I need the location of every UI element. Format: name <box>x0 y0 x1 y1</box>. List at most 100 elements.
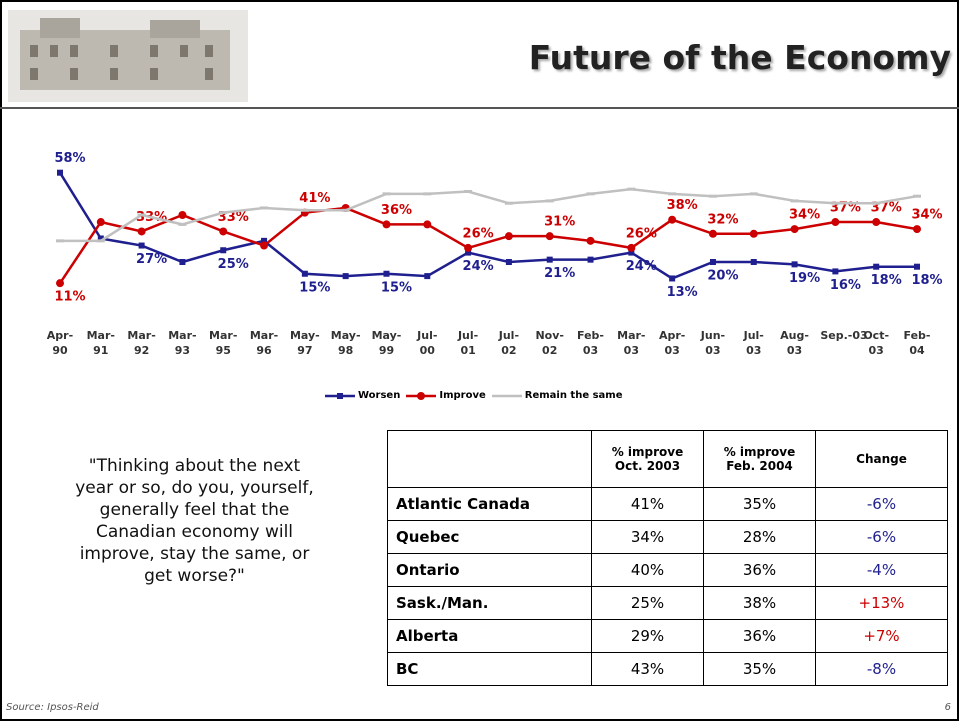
marker <box>668 215 677 224</box>
data-label: 11% <box>54 290 85 305</box>
table-row: Alberta 29% 36% +7% <box>387 619 948 653</box>
marker <box>750 259 757 265</box>
marker <box>505 259 512 265</box>
data-label: 15% <box>299 280 330 295</box>
x-tick-label: Jul-00 <box>417 329 438 357</box>
legend-label: Remain the same <box>524 390 623 401</box>
legend: Worsen Improve Remain the same <box>325 390 623 401</box>
table-cell: -6% <box>815 520 948 554</box>
legend-marker <box>337 392 343 399</box>
table-cell: +13% <box>815 586 948 620</box>
marker <box>913 225 921 234</box>
marker <box>831 201 840 205</box>
marker <box>872 201 881 205</box>
table-cell: 36% <box>703 619 816 653</box>
marker <box>873 263 880 270</box>
page-number: 6 <box>944 702 951 713</box>
marker <box>97 235 104 242</box>
marker <box>790 199 799 203</box>
table-cell: 43% <box>591 652 704 686</box>
table-cell: 35% <box>703 652 816 686</box>
data-label: 34% <box>789 208 820 223</box>
marker <box>301 270 308 277</box>
marker <box>56 239 64 243</box>
header-cell: % improve Feb. 2004 <box>703 430 816 488</box>
table-cell: -4% <box>815 553 948 587</box>
table-cell: Alberta <box>387 619 592 653</box>
line <box>60 187 918 243</box>
table-cell: 41% <box>591 487 704 521</box>
marker <box>913 194 921 198</box>
table-cell: 36% <box>703 553 816 587</box>
table-cell: 29% <box>591 619 704 653</box>
marker <box>504 232 513 241</box>
x-tick-label: Oct-03 <box>863 329 890 357</box>
data-label: 18% <box>871 273 902 288</box>
x-tick-label: Feb-03 <box>577 329 604 357</box>
data-label: 31% <box>544 215 575 230</box>
header-cell <box>387 430 592 488</box>
table-cell: -6% <box>815 487 948 521</box>
title: Future of the Economy <box>528 38 951 77</box>
x-tick-label: Jul-02 <box>498 329 520 357</box>
legend-item: Improve <box>406 390 486 401</box>
table-row: Quebec 34% 28% -6% <box>387 520 948 554</box>
x-tick-label: Feb-04 <box>903 329 931 357</box>
legend-swatch <box>491 394 522 397</box>
legend-item: Remain the same <box>491 390 623 401</box>
marker <box>179 259 186 265</box>
marker <box>178 222 187 226</box>
marker <box>749 229 758 238</box>
data-label: 26% <box>626 226 657 241</box>
table-header: % improve Oct. 2003% improve Feb. 2004 Ch… <box>387 430 948 488</box>
table-cell: 38% <box>703 586 816 620</box>
marker <box>465 249 472 256</box>
marker <box>219 211 228 215</box>
x-tick-label: Mar-03 <box>617 329 646 357</box>
marker <box>423 192 432 196</box>
marker <box>790 225 799 234</box>
marker <box>137 213 146 217</box>
legend-label: Worsen <box>358 390 401 401</box>
marker <box>300 208 309 212</box>
data-label: 36% <box>381 203 412 218</box>
table-cell: 25% <box>591 586 704 620</box>
marker <box>545 199 554 203</box>
marker <box>138 242 145 249</box>
data-label: 26% <box>463 226 494 241</box>
data-label: 16% <box>830 278 861 293</box>
marker <box>791 261 798 268</box>
data-label: 25% <box>218 257 249 272</box>
building-image <box>8 10 248 102</box>
marker <box>504 201 513 205</box>
x-tick-label: Jul-01 <box>457 329 479 357</box>
table-cell: 40% <box>591 553 704 587</box>
marker <box>832 268 839 275</box>
marker <box>587 256 594 263</box>
marker <box>464 243 473 252</box>
x-tick-label: Apr-03 <box>658 329 686 357</box>
line <box>58 206 918 284</box>
x-tick-label: Jun-03 <box>700 329 726 357</box>
marker <box>628 249 635 256</box>
marker <box>57 169 63 176</box>
table-cell: Quebec <box>387 520 592 554</box>
data-label: 20% <box>707 269 738 284</box>
marker <box>749 192 758 196</box>
data-label: 34% <box>911 208 942 223</box>
x-tick-label: May-99 <box>371 329 402 357</box>
header-cell: Change <box>815 430 948 488</box>
data-label: 58% <box>54 151 85 166</box>
quote: "Thinking about the next year or so, do … <box>75 456 314 586</box>
data-label: 27% <box>136 252 167 267</box>
marker <box>708 229 717 238</box>
table-cell: +7% <box>815 619 948 653</box>
marker <box>260 206 269 210</box>
table-cell: -8% <box>815 652 948 686</box>
marker <box>464 190 473 193</box>
x-tick-label: May-97 <box>289 329 320 357</box>
data-label: 18% <box>911 273 942 288</box>
marker <box>96 218 105 227</box>
